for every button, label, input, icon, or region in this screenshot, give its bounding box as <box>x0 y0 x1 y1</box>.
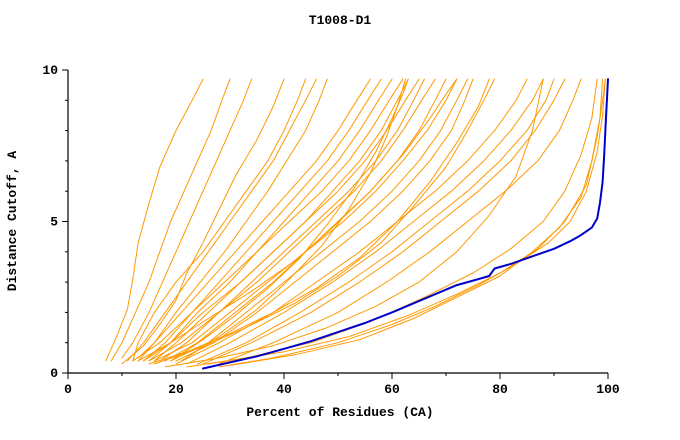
axes-group: 0 20 40 60 80 100 0 5 10 <box>42 63 620 397</box>
prediction-series-line <box>148 78 436 362</box>
prediction-series-line <box>132 78 307 362</box>
x-tick-label: 20 <box>168 382 184 397</box>
prediction-series-line <box>126 78 317 362</box>
prediction-series-line <box>137 78 328 359</box>
prediction-series-line <box>153 78 458 362</box>
prediction-series-line <box>137 78 458 362</box>
prediction-series-line <box>121 78 253 359</box>
prediction-series-line <box>202 78 566 365</box>
series-group <box>105 78 609 370</box>
prediction-series-line <box>159 78 425 362</box>
y-axis-label: Distance Cutoff, A <box>5 151 20 292</box>
prediction-series-line <box>132 78 404 362</box>
prediction-series-line <box>229 78 604 366</box>
y-tick-label: 10 <box>42 63 58 78</box>
prediction-series-line <box>110 78 231 362</box>
x-axis-label: Percent of Residues (CA) <box>246 405 433 420</box>
prediction-series-line <box>148 78 490 365</box>
prediction-series-line <box>121 78 285 365</box>
x-tick-label: 80 <box>492 382 508 397</box>
prediction-series-line <box>137 78 371 362</box>
x-tick-label: 40 <box>276 382 292 397</box>
prediction-series-line <box>197 78 555 365</box>
y-tick-label: 5 <box>50 215 58 230</box>
x-tick-label: 100 <box>596 382 620 397</box>
prediction-series-line <box>148 78 393 362</box>
x-tick-label: 0 <box>64 382 72 397</box>
prediction-series-line <box>186 78 544 365</box>
prediction-series-line <box>170 78 469 362</box>
prediction-series-line <box>164 78 447 362</box>
prediction-series-line <box>153 78 496 365</box>
prediction-series-line <box>164 78 544 368</box>
prediction-series-line <box>105 78 204 362</box>
y-tick-label: 0 <box>50 366 58 381</box>
prediction-series-line <box>180 78 406 362</box>
highlighted-series-line <box>202 78 609 370</box>
x-tick-label: 60 <box>384 382 400 397</box>
prediction-series-line <box>218 78 582 365</box>
prediction-series-line <box>143 78 382 362</box>
prediction-series-line <box>175 78 528 365</box>
chart-title: T1008-D1 <box>309 13 372 28</box>
prediction-series-line <box>175 78 474 362</box>
